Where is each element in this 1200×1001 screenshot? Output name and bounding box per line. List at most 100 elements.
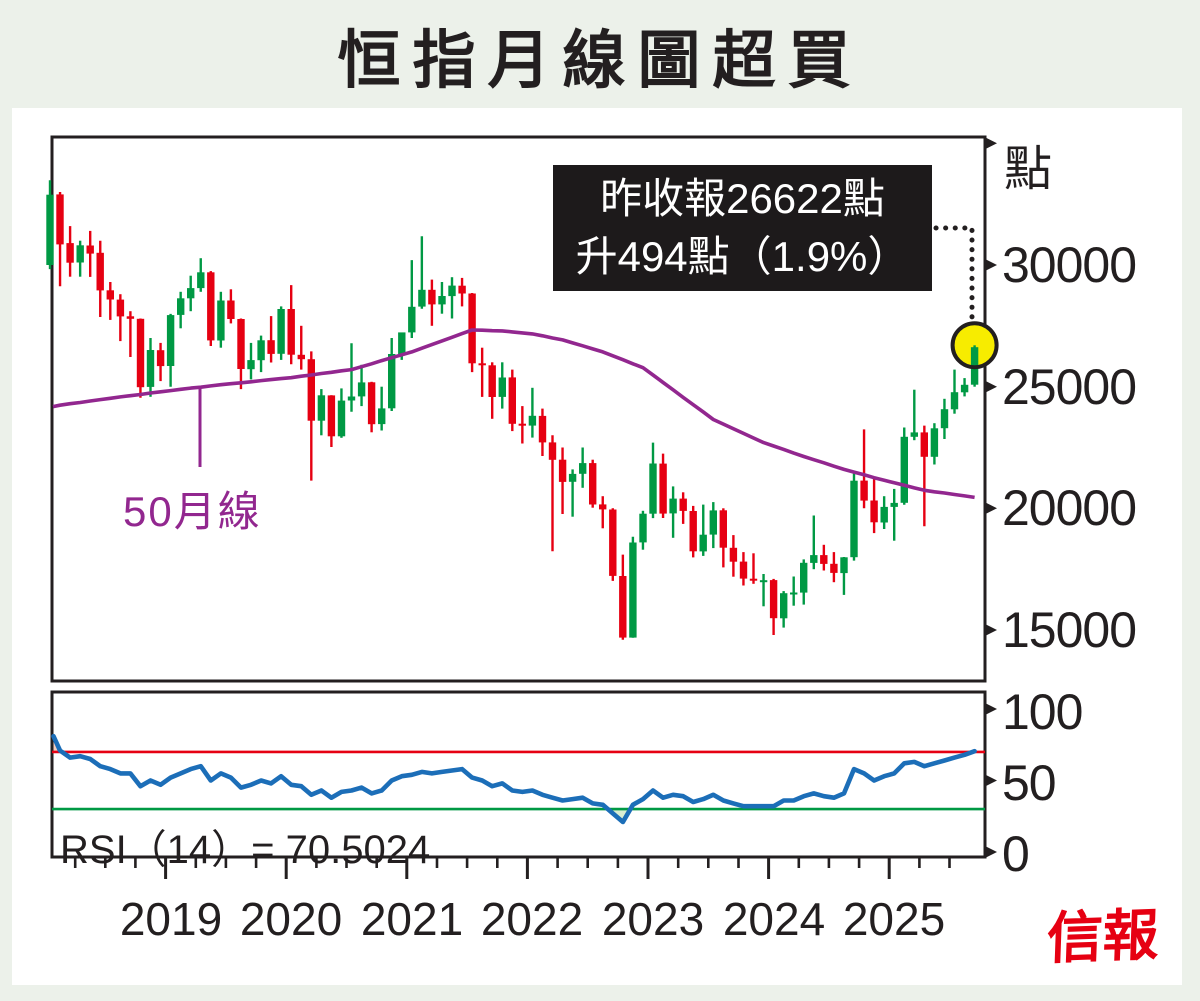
candle-body <box>367 382 376 425</box>
candle-body <box>478 363 486 366</box>
ma50-line <box>52 328 975 500</box>
candle-body <box>870 500 878 523</box>
x-axis-year-label: 2022 <box>480 893 584 945</box>
candle-body <box>950 392 959 410</box>
candle-body <box>408 306 416 333</box>
candle-body <box>177 298 185 315</box>
annotation-box: 昨收報26622點 升494點（1.9%） <box>553 165 932 291</box>
ma50-label: 50月線 <box>123 488 262 535</box>
candle-body <box>960 384 969 393</box>
candle-body <box>920 432 928 457</box>
candle-body <box>307 359 315 421</box>
candle-body <box>538 415 547 443</box>
x-axis-year-label: 2020 <box>239 893 343 945</box>
y-axis-label: 30000 <box>1002 237 1137 293</box>
candle-body <box>749 578 758 581</box>
candle-body <box>297 354 305 360</box>
candle-body <box>86 245 94 254</box>
candle-body <box>719 510 727 548</box>
candle-body <box>428 289 436 305</box>
candle-body <box>96 252 104 291</box>
candle-body <box>227 300 235 319</box>
annotation-line-1: 昨收報26622點 <box>600 175 885 222</box>
x-axis-year-label: 2019 <box>119 893 223 945</box>
candle-body <box>629 542 637 638</box>
candle-body <box>840 557 848 574</box>
candle-body <box>689 511 697 552</box>
brand-logo: 信報 <box>1045 901 1160 973</box>
candle-body <box>800 562 808 593</box>
axis-tick <box>985 259 997 271</box>
candle-body <box>217 300 225 341</box>
candle-body <box>518 423 526 426</box>
y-axis-ticks <box>985 137 997 858</box>
candle-body <box>679 498 687 511</box>
candle-body <box>880 506 888 523</box>
candle-body <box>780 593 788 619</box>
candle-body <box>187 288 195 299</box>
candle-body <box>267 340 275 354</box>
callout-dotted-line <box>933 225 975 324</box>
axis-tick <box>985 502 997 515</box>
candle-body <box>388 354 396 409</box>
candle-body <box>156 350 165 367</box>
candle-body <box>860 480 868 501</box>
candle-body <box>910 432 918 437</box>
candle-body <box>327 395 336 437</box>
rsi-line <box>51 733 977 825</box>
highlight-circle-outline <box>950 321 999 370</box>
candle-body <box>136 318 145 388</box>
candle-body <box>498 377 506 397</box>
candle-body <box>659 463 667 514</box>
candle-body <box>930 428 939 457</box>
candle-body <box>790 592 798 595</box>
candle-body <box>619 576 627 638</box>
x-axis-year-label: 2021 <box>360 893 464 945</box>
candle-body <box>830 563 838 573</box>
candle-body <box>106 290 114 300</box>
candle-body <box>166 315 175 366</box>
candle-body <box>197 272 205 289</box>
candle-body <box>850 480 858 558</box>
x-axis-year-label: 2024 <box>722 893 826 945</box>
x-axis-ticks <box>73 857 951 879</box>
candle-body <box>589 463 597 505</box>
y-axis-label: 25000 <box>1002 359 1137 415</box>
candle-body <box>558 459 567 482</box>
rsi-axis-label: 100 <box>1002 684 1083 740</box>
candle-body <box>357 382 366 397</box>
candle-body <box>418 289 426 307</box>
axis-tick <box>985 624 997 636</box>
rsi-axis-label: 0 <box>1002 826 1030 882</box>
annotation-line-2: 升494點（1.9%） <box>575 233 910 280</box>
candle-body <box>649 463 657 514</box>
candle-body <box>448 285 456 297</box>
candle-body <box>810 555 818 563</box>
candle-body <box>337 400 346 437</box>
candle-body <box>488 365 496 397</box>
candle-body <box>66 243 74 263</box>
candle-body <box>438 296 446 305</box>
axis-tick <box>985 846 997 858</box>
rsi-axis-label: 50 <box>1002 755 1057 811</box>
candle-body <box>900 436 908 503</box>
candle-body <box>890 502 898 507</box>
candle-body <box>237 319 245 369</box>
axis-tick <box>985 703 997 715</box>
candle-body <box>940 409 949 429</box>
candle-body <box>277 309 285 354</box>
y-axis-label: 15000 <box>1002 602 1137 658</box>
candle-body <box>317 395 326 421</box>
candle-body <box>528 415 537 426</box>
candle-body <box>639 513 647 543</box>
axis-tick <box>985 380 997 393</box>
candle-body <box>46 194 54 265</box>
candle-body <box>599 504 607 510</box>
candle-body <box>609 509 617 576</box>
candle-body <box>568 473 577 482</box>
axis-tick <box>985 774 997 787</box>
candle-body <box>729 547 738 562</box>
candle-body <box>378 408 386 425</box>
candle-body <box>398 332 406 355</box>
